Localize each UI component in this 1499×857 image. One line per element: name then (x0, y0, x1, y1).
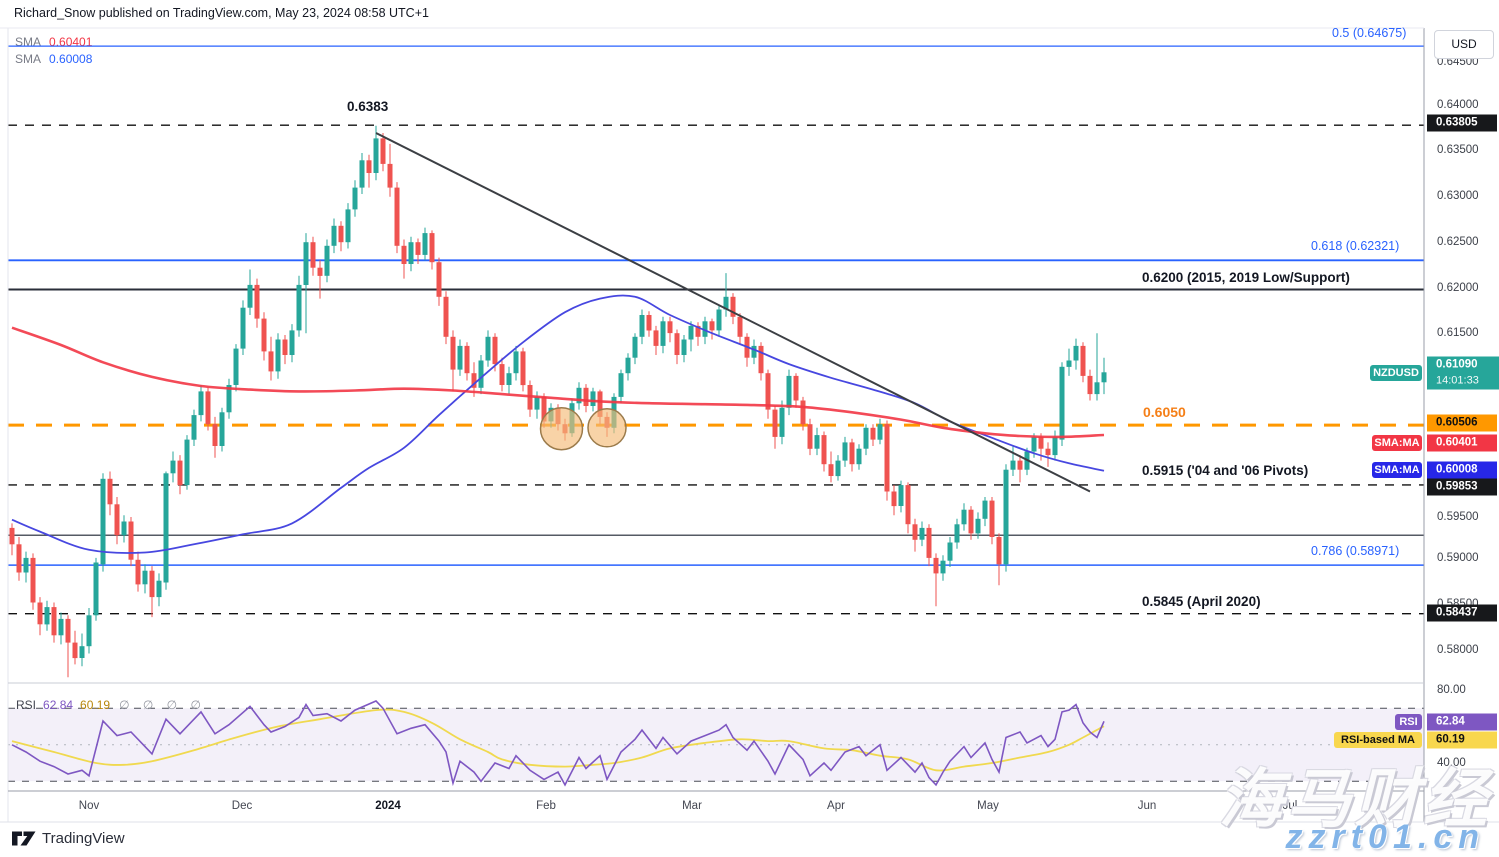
header-attribution: Richard_Snow published on TradingView.co… (14, 6, 429, 20)
rsi-indicator-label: RSI (16, 698, 37, 712)
rsi-legend[interactable]: RSI 62.84 60.19 ∅ ∅ ∅ ∅ (16, 698, 206, 712)
rsi-ma-value: 60.19 (80, 698, 111, 712)
rsi-line (11, 700, 1105, 787)
tradingview-logo-text: TradingView (42, 830, 125, 847)
footer-brand[interactable]: TradingView (12, 830, 125, 847)
rsi-band (8, 707, 1424, 782)
sma-slow-legend-row[interactable]: SMA 0.60008 (15, 51, 92, 68)
level-lines (8, 45, 1424, 615)
sma-slow-value: 0.60008 (49, 52, 93, 66)
currency-toggle-button[interactable]: USD (1434, 30, 1494, 59)
sma-slow-label: SMA (15, 52, 42, 66)
sma-fast-line (11, 326, 1105, 439)
rsi-value: 62.84 (43, 698, 74, 712)
highlight-circles (539, 406, 627, 451)
rsi-ma-line (11, 708, 1105, 772)
candles-layer (9, 125, 1107, 678)
rsi-empty-values: ∅ ∅ ∅ ∅ (119, 698, 206, 712)
tradingview-logo-icon (12, 831, 36, 846)
trendline (375, 132, 1091, 493)
pane-borders (0, 27, 1499, 823)
